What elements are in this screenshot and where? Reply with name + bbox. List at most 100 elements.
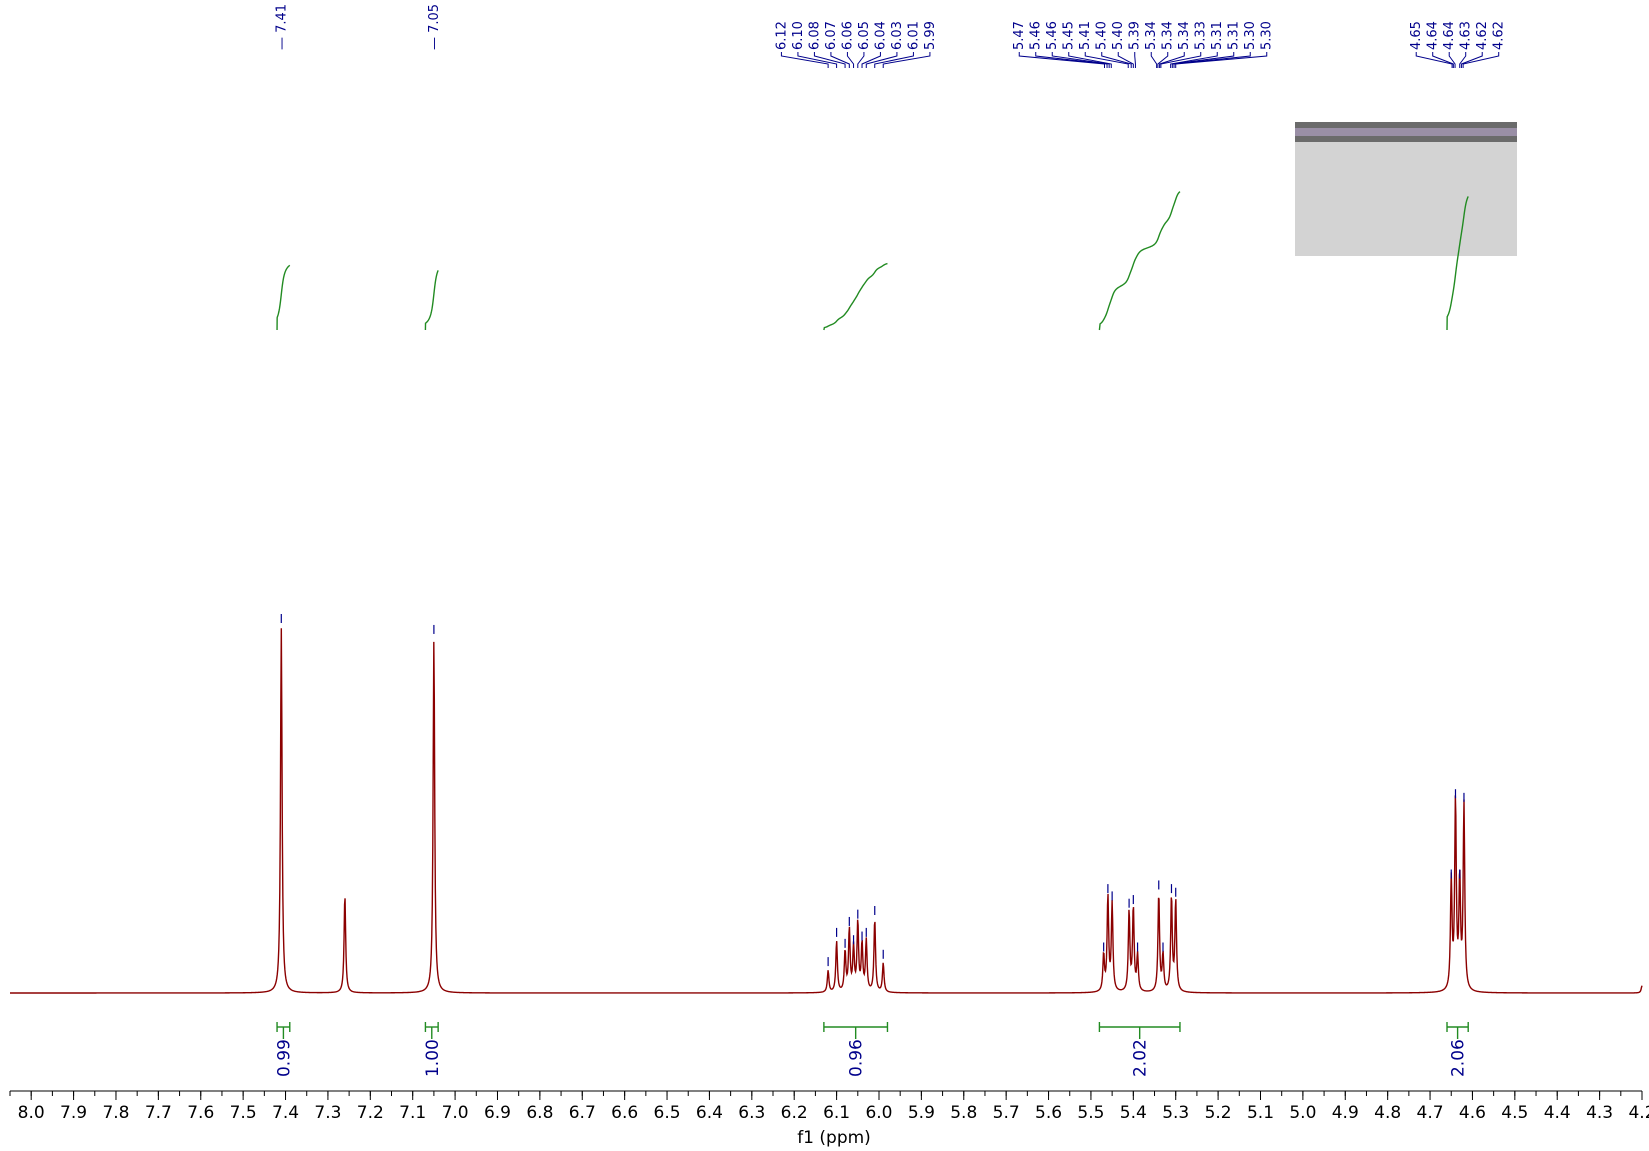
x-axis-tick-label: 6.0 [865, 1103, 892, 1123]
peak-label: 6.05 [857, 21, 872, 50]
inset-structure-image [1295, 122, 1517, 256]
peak-label: 5.41 [1078, 21, 1093, 50]
peak-label-connector [1160, 52, 1202, 68]
peak-label: 5.31 [1227, 21, 1242, 50]
x-axis-tick-label: 5.4 [1120, 1103, 1147, 1123]
x-axis-tick-label: 6.6 [611, 1103, 638, 1123]
x-axis-tick-label: 5.2 [1205, 1103, 1232, 1123]
x-axis-tick-label: 4.2 [1628, 1103, 1649, 1123]
integral-curves [276, 191, 1469, 331]
peak-label: 5.47 [1012, 21, 1027, 50]
peak-label-connector [874, 52, 914, 68]
peak-label: 6.01 [906, 21, 921, 50]
x-axis-tick-label: 7.2 [357, 1103, 384, 1123]
x-axis-tick-label: 7.6 [187, 1103, 214, 1123]
peak-label: 5.46 [1045, 21, 1060, 50]
x-axis-tick-label: 6.3 [738, 1103, 765, 1123]
peak-label: 5.34 [1144, 21, 1159, 50]
peak-label-connector [861, 52, 881, 68]
peak-label-connector [1051, 52, 1110, 68]
x-axis-tick-label: 6.2 [781, 1103, 808, 1123]
integral-curve [424, 270, 439, 331]
x-axis-tick-label: 4.8 [1374, 1103, 1401, 1123]
x-axis-tick-label: 6.8 [526, 1103, 553, 1123]
peak-label: 5.34 [1177, 21, 1192, 50]
x-axis-tick-label: 7.8 [102, 1103, 129, 1123]
integral-value: 2.06 [1449, 1039, 1469, 1077]
x-axis-tick-label: 6.4 [696, 1103, 723, 1123]
peak-label: 5.45 [1062, 21, 1077, 50]
integral-value: 0.96 [847, 1039, 867, 1077]
x-axis-tick-label: 4.4 [1544, 1103, 1571, 1123]
x-axis-tick-label: 5.7 [993, 1103, 1020, 1123]
integral-curve [1446, 196, 1469, 331]
peak-label-connector [1134, 52, 1136, 68]
peak-label: 5.40 [1095, 21, 1110, 50]
peak-label-group: — 7.41 [274, 4, 289, 50]
x-axis-tick-label: 7.5 [230, 1103, 257, 1123]
peak-label: 6.07 [824, 21, 839, 50]
x-axis-tick-label: 6.5 [654, 1103, 681, 1123]
peak-label-connector [1173, 52, 1251, 68]
peak-label: 6.06 [840, 21, 855, 50]
peak-label-connector [846, 52, 855, 68]
x-axis-title: f1 (ppm) [797, 1128, 871, 1148]
peak-label-connector [1448, 52, 1456, 68]
x-axis-tick-label: 5.1 [1247, 1103, 1274, 1123]
x-axis-tick-label: 7.7 [145, 1103, 172, 1123]
peak-label-connector [1171, 52, 1235, 68]
x-axis-tick-label: 4.3 [1586, 1103, 1613, 1123]
integral-bracket: 0.96 [823, 1022, 889, 1077]
x-axis-tick-label: 5.5 [1077, 1103, 1104, 1123]
peak-label-group: 6.12 6.10 6.08 6.07 6.06 6.05 6.04 6.03 6.01 5.99 [774, 21, 938, 68]
x-axis-tick-label: 4.9 [1332, 1103, 1359, 1123]
x-axis-tick-label: 4.5 [1501, 1103, 1528, 1123]
peak-markers [280, 614, 1465, 967]
peak-label: 4.62 [1492, 21, 1507, 50]
peak-label: 5.34 [1161, 21, 1176, 50]
x-axis: 8.0 7.9 7.8 7.7 7.6 7.5 7.4 7.3 7.2 7.1 7.0 6.9 6.8 6… [9, 1090, 1649, 1123]
x-axis-tick-label: 5.6 [1035, 1103, 1062, 1123]
peak-label-connector [1462, 52, 1500, 68]
peak-label: — 7.41 [274, 4, 289, 50]
peak-label-connector [1117, 52, 1134, 68]
peak-label: 5.99 [923, 21, 938, 50]
peak-label-connector [1432, 52, 1454, 68]
peak-label-connector [1101, 52, 1132, 68]
peak-label: 6.03 [890, 21, 905, 50]
peak-label-connector [857, 52, 865, 68]
peak-labels: — 7.41 — 7.05 6.12 6.10 6.08 6.07 6.06 6.05 6.04… [274, 4, 1507, 68]
integral-curve [276, 264, 291, 331]
x-axis-tick-label: 5.9 [908, 1103, 935, 1123]
x-axis-tick-label: 6.1 [823, 1103, 850, 1123]
peak-label-connector [1084, 52, 1129, 68]
integral-bracket: 0.99 [274, 1022, 294, 1077]
peak-label-group: 4.65 4.64 4.64 4.63 4.62 4.62 [1409, 21, 1507, 68]
peak-label-connector [1157, 52, 1169, 68]
integral-bracket: 1.00 [423, 1022, 443, 1077]
x-axis-tick-label: 7.0 [442, 1103, 469, 1123]
peak-label: 6.10 [791, 21, 806, 50]
peak-label: 4.64 [1442, 21, 1457, 50]
peak-label-connector [1460, 52, 1483, 68]
peak-label-connector [1018, 52, 1105, 68]
x-axis-tick-label: 5.8 [950, 1103, 977, 1123]
integral-value: 1.00 [423, 1039, 443, 1077]
peak-label-connector [1035, 52, 1108, 68]
peak-label: 5.30 [1243, 21, 1258, 50]
peak-label: 4.65 [1409, 21, 1424, 50]
integral-brackets: 0.99 1.00 0.96 2.02 2.06 [274, 1022, 1469, 1077]
peak-label: 5.33 [1194, 21, 1209, 50]
peak-label: 5.39 [1128, 21, 1143, 50]
peak-label-connector [830, 52, 850, 68]
x-axis-tick-label: 7.1 [399, 1103, 426, 1123]
integral-value: 0.99 [274, 1039, 294, 1077]
x-axis-tick-label: 8.0 [18, 1103, 45, 1123]
peak-label: 6.12 [774, 21, 789, 50]
x-axis-tick-label: 7.4 [272, 1103, 299, 1123]
integral-bracket: 2.02 [1098, 1022, 1181, 1077]
peak-label-connector [780, 52, 829, 68]
x-axis-tick-label: 5.0 [1289, 1103, 1316, 1123]
peak-label: 4.64 [1426, 21, 1441, 50]
peak-label-group: 5.47 5.46 5.46 5.45 5.41 5.40 5.40 5.39 5.34 5.34… [1012, 21, 1275, 68]
